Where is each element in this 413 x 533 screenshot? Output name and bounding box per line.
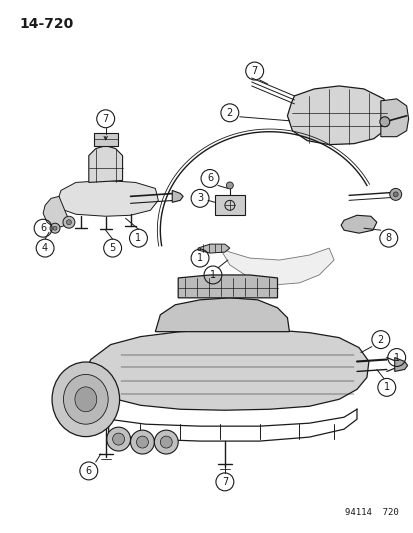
Text: 1: 1 [383, 382, 389, 392]
Circle shape [50, 223, 60, 233]
Circle shape [160, 436, 172, 448]
Text: 94114  720: 94114 720 [344, 508, 398, 516]
Polygon shape [178, 275, 277, 298]
Circle shape [389, 188, 401, 200]
Text: 7: 7 [221, 477, 228, 487]
Text: 1: 1 [393, 352, 399, 362]
Text: 2: 2 [377, 335, 383, 345]
Text: 6: 6 [206, 173, 213, 183]
Text: 14-720: 14-720 [19, 17, 74, 31]
Polygon shape [219, 248, 333, 285]
Text: 5: 5 [109, 243, 116, 253]
Circle shape [66, 220, 71, 225]
Polygon shape [172, 190, 183, 203]
Text: 1: 1 [209, 270, 216, 280]
Text: 7: 7 [251, 66, 257, 76]
Text: 1: 1 [135, 233, 141, 243]
Polygon shape [93, 133, 117, 146]
Ellipse shape [63, 375, 108, 424]
Polygon shape [394, 358, 407, 372]
Circle shape [226, 182, 233, 189]
Circle shape [392, 192, 397, 197]
Text: 3: 3 [197, 193, 203, 204]
Polygon shape [197, 244, 229, 253]
Circle shape [136, 436, 148, 448]
Ellipse shape [75, 387, 97, 411]
Text: 7: 7 [102, 114, 109, 124]
Polygon shape [380, 99, 408, 136]
Polygon shape [287, 86, 390, 144]
Text: 6: 6 [40, 223, 46, 233]
Polygon shape [214, 196, 244, 215]
Polygon shape [81, 330, 368, 410]
Text: 6: 6 [85, 466, 92, 476]
Text: 2: 2 [226, 108, 233, 118]
Text: 1: 1 [197, 253, 203, 263]
Circle shape [112, 433, 124, 445]
Ellipse shape [52, 362, 119, 437]
Polygon shape [88, 146, 122, 182]
Circle shape [130, 430, 154, 454]
Polygon shape [340, 215, 376, 233]
Text: 8: 8 [385, 233, 391, 243]
Circle shape [63, 216, 75, 228]
Circle shape [379, 117, 389, 127]
Circle shape [53, 226, 57, 230]
Circle shape [107, 427, 130, 451]
Polygon shape [155, 298, 289, 332]
Circle shape [154, 430, 178, 454]
Polygon shape [59, 181, 158, 216]
Text: 4: 4 [42, 243, 48, 253]
Polygon shape [43, 196, 69, 228]
